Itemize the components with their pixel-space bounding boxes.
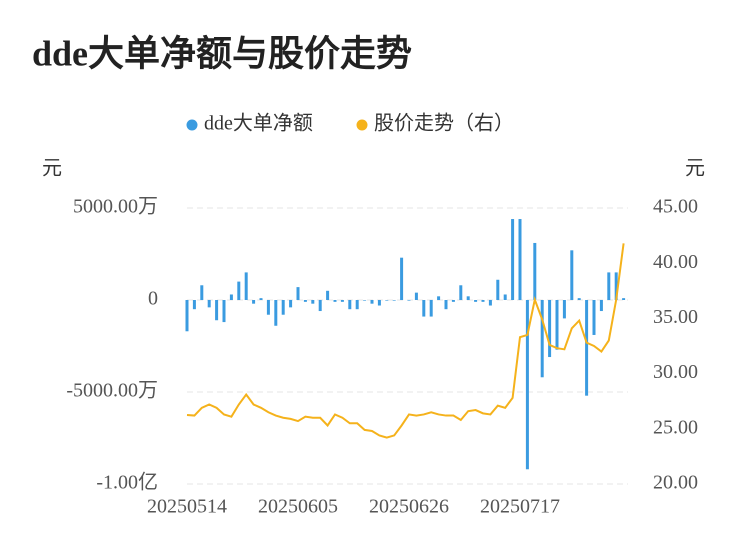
bar xyxy=(400,257,404,300)
y2-tick-label: 20.00 xyxy=(653,472,698,494)
bar xyxy=(303,300,307,302)
legend-marker xyxy=(356,119,368,131)
legend-label[interactable]: dde大单净额 xyxy=(204,112,313,135)
bar xyxy=(533,242,537,300)
bar xyxy=(503,294,507,300)
price-line xyxy=(186,243,625,439)
bar xyxy=(392,300,396,301)
bar xyxy=(444,300,448,310)
bar xyxy=(229,294,233,300)
bar xyxy=(244,272,248,300)
bar xyxy=(511,219,515,300)
bar xyxy=(266,300,270,315)
y2-tick-label: 40.00 xyxy=(653,251,698,273)
bar xyxy=(222,300,226,323)
y-tick-label: -1.00亿 xyxy=(96,471,158,494)
bar xyxy=(614,272,618,300)
y2-axis-label: 元 xyxy=(685,158,705,180)
bar xyxy=(385,300,389,301)
bar xyxy=(185,300,189,332)
bar xyxy=(377,300,381,306)
bar xyxy=(207,300,211,308)
legend-label[interactable]: 股价走势（右） xyxy=(374,112,514,135)
bar xyxy=(326,290,330,300)
y-tick-label: -5000.00万 xyxy=(66,380,158,402)
bar xyxy=(215,300,219,321)
y2-tick-label: 30.00 xyxy=(653,361,698,383)
bar xyxy=(496,279,500,300)
y2-tick-label: 35.00 xyxy=(653,306,698,328)
bar xyxy=(200,285,204,300)
bar xyxy=(296,287,300,300)
legend-marker xyxy=(186,119,198,131)
bar xyxy=(599,300,603,312)
bar xyxy=(407,300,411,301)
bar xyxy=(585,300,589,396)
bar xyxy=(274,300,278,326)
bar xyxy=(518,219,522,300)
bar xyxy=(289,300,293,308)
bar xyxy=(259,298,263,300)
bar xyxy=(237,281,241,300)
bar xyxy=(481,300,485,302)
bar xyxy=(451,300,455,302)
bar xyxy=(562,300,566,319)
bar xyxy=(577,298,581,300)
bar xyxy=(363,300,367,301)
bar xyxy=(281,300,285,315)
y-tick-label: 5000.00万 xyxy=(73,196,158,218)
chart-title: dde大单净额与股价走势 xyxy=(32,33,412,73)
bar xyxy=(607,272,611,300)
bar xyxy=(348,300,352,310)
bar xyxy=(355,300,359,310)
y-tick-label: 0 xyxy=(148,288,158,310)
bar xyxy=(525,300,529,470)
bar xyxy=(592,300,596,335)
bar xyxy=(437,296,441,300)
x-tick-label: 20250514 xyxy=(147,496,227,518)
bar xyxy=(318,300,322,312)
bar xyxy=(252,300,256,304)
bar xyxy=(429,300,433,317)
y2-tick-label: 45.00 xyxy=(653,196,698,218)
bar xyxy=(622,298,626,300)
y2-tick-label: 25.00 xyxy=(653,416,698,438)
x-tick-label: 20250626 xyxy=(369,496,449,518)
bar xyxy=(340,300,344,302)
bar xyxy=(540,300,544,378)
y-axis-label: 元 xyxy=(42,158,62,180)
bar xyxy=(370,300,374,304)
x-tick-label: 20250605 xyxy=(258,496,338,518)
bar xyxy=(192,300,196,310)
bar xyxy=(414,292,418,300)
bar xyxy=(548,300,552,358)
bar xyxy=(570,250,574,300)
bar xyxy=(488,300,492,306)
x-tick-label: 20250717 xyxy=(480,496,560,518)
bar xyxy=(459,285,463,300)
bar xyxy=(466,296,470,300)
bar xyxy=(474,300,478,302)
bar xyxy=(333,300,337,302)
bar xyxy=(555,300,559,350)
bar xyxy=(311,300,315,304)
bar xyxy=(422,300,426,317)
